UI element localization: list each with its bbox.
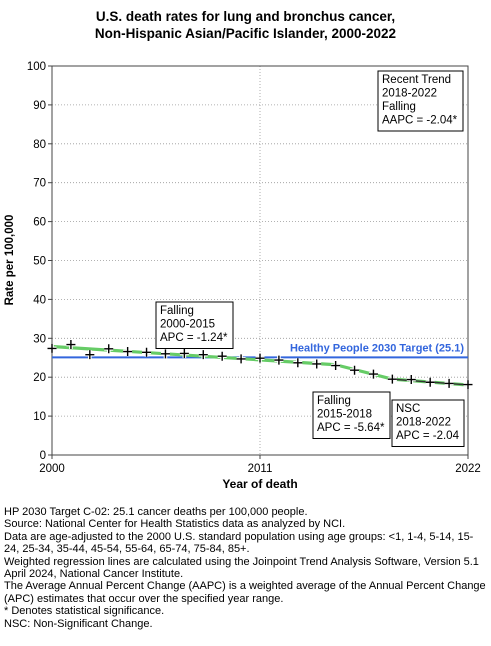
data-point — [142, 347, 152, 357]
data-point — [198, 350, 208, 360]
data-point — [217, 351, 227, 361]
y-tick-label: 50 — [33, 256, 46, 268]
data-point — [425, 377, 435, 387]
trend-line-segment — [50, 344, 338, 367]
footnote: Data are age-adjusted to the 2000 U.S. s… — [4, 530, 474, 556]
footnote: HP 2030 Target C-02: 25.1 cancer deaths … — [4, 506, 308, 518]
annotation-text: Falling — [317, 395, 351, 407]
data-point — [47, 343, 57, 353]
data-point — [312, 359, 322, 369]
footnote: * Denotes statistical significance. — [4, 605, 165, 618]
y-tick-label: 90 — [33, 100, 46, 112]
y-tick-label: 0 — [40, 450, 46, 462]
x-axis-label: Year of death — [222, 477, 297, 491]
data-point — [274, 355, 284, 365]
y-tick-label: 20 — [33, 372, 46, 384]
observed-points — [47, 340, 473, 390]
footnotes: HP 2030 Target C-02: 25.1 cancer deaths … — [4, 506, 488, 630]
data-point — [123, 347, 133, 357]
data-point — [255, 353, 265, 363]
y-tick-label: 80 — [33, 139, 46, 151]
annotation-frame — [377, 70, 464, 132]
data-point — [66, 340, 76, 350]
data-point — [85, 350, 95, 360]
data-point — [350, 365, 360, 375]
grid-lines — [52, 66, 468, 455]
y-tick-label: 30 — [33, 333, 46, 345]
data-point — [331, 361, 341, 371]
footnote: Source: National Center for Health Stati… — [4, 518, 346, 531]
y-tick-label: 40 — [33, 294, 46, 306]
annotation-text: APC = -1.24* — [160, 332, 228, 344]
y-tick-label: 100 — [27, 61, 46, 73]
annotation-text: AAPC = -2.04* — [382, 115, 458, 127]
annotation-text: APC = -5.64* — [317, 422, 385, 434]
y-tick-label: 60 — [33, 217, 46, 229]
annotation-text: Recent Trend — [382, 74, 451, 86]
footnote: NSC: Non-Significant Change. — [4, 617, 153, 630]
data-point — [160, 349, 170, 359]
data-point — [236, 354, 246, 364]
annotation-text: Falling — [382, 101, 416, 113]
annotation-text: 2018-2022 — [382, 88, 437, 100]
line-chart: 0 10 20 30 40 50 60 70 80 90 100 2000 2011 2022 Rate… — [4, 61, 481, 491]
annotation-text: NSC — [396, 403, 420, 415]
annotation-text: APC = -2.04 — [396, 430, 460, 442]
annotation-text: 2000-2015 — [160, 319, 215, 331]
chart-subtitle: Non-Hispanic Asian/Pacific Islander, 200… — [94, 26, 397, 41]
annotation-frame — [391, 399, 465, 447]
x-tick-label: 2000 — [39, 463, 65, 475]
y-axis-label: Rate per 100,000 — [4, 215, 16, 306]
annotation-frame — [155, 301, 234, 349]
data-point — [406, 375, 416, 385]
target-label: Healthy People 2030 Target (25.1) — [290, 342, 464, 354]
data-point — [179, 348, 189, 358]
y-tick-label: 10 — [33, 411, 46, 423]
y-tick-label: 70 — [33, 178, 46, 190]
x-tick-label: 2022 — [455, 463, 481, 475]
annotation-frame — [312, 391, 391, 439]
data-point — [463, 380, 473, 390]
x-tick-label: 2011 — [248, 463, 273, 475]
annotation-text: 2018-2022 — [396, 417, 451, 429]
trend-line-segment — [334, 363, 394, 381]
annotation-text: Falling — [160, 305, 194, 317]
footnote: Weighted regression lines are calculated… — [4, 555, 479, 581]
data-point — [293, 358, 303, 368]
y-axis: 0 10 20 30 40 50 60 70 80 90 100 — [27, 61, 52, 462]
x-axis: 2000 2011 2022 — [39, 455, 481, 475]
chart-title: U.S. death rates for lung and bronchus c… — [95, 9, 396, 24]
data-point — [368, 369, 378, 379]
chart-title-block: U.S. death rates for lung and bronchus c… — [0, 8, 491, 42]
footnote: The Average Annual Percent Change (AAPC)… — [4, 580, 486, 605]
annotation-text: 2015-2018 — [317, 409, 372, 421]
data-point — [444, 378, 454, 388]
data-point — [387, 374, 397, 384]
data-point — [104, 344, 114, 354]
